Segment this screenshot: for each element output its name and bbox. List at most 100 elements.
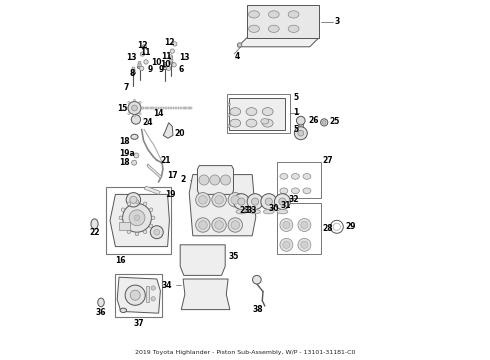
- Polygon shape: [117, 277, 160, 313]
- Circle shape: [138, 63, 141, 67]
- Circle shape: [231, 221, 240, 229]
- Ellipse shape: [269, 11, 279, 18]
- Ellipse shape: [250, 210, 261, 214]
- Text: 31: 31: [281, 201, 292, 210]
- Circle shape: [133, 115, 136, 117]
- Circle shape: [142, 45, 147, 49]
- Circle shape: [261, 194, 277, 210]
- Text: 34: 34: [162, 281, 172, 289]
- Circle shape: [233, 194, 249, 210]
- Circle shape: [154, 229, 160, 235]
- Ellipse shape: [230, 119, 241, 127]
- Circle shape: [125, 285, 145, 305]
- Polygon shape: [197, 166, 233, 194]
- Text: 30: 30: [269, 204, 279, 213]
- Text: 3: 3: [334, 17, 340, 26]
- Circle shape: [140, 52, 145, 56]
- Bar: [163, 107, 164, 109]
- Text: 24: 24: [143, 118, 153, 127]
- Circle shape: [220, 175, 231, 185]
- Circle shape: [132, 105, 137, 111]
- Circle shape: [301, 241, 308, 248]
- Ellipse shape: [263, 210, 274, 214]
- Circle shape: [215, 195, 223, 204]
- Circle shape: [167, 66, 171, 71]
- Circle shape: [141, 107, 144, 109]
- Circle shape: [298, 238, 311, 251]
- Circle shape: [322, 121, 326, 124]
- Text: 12: 12: [137, 40, 147, 49]
- Circle shape: [139, 101, 141, 103]
- Text: 10: 10: [151, 58, 161, 67]
- Circle shape: [134, 153, 139, 158]
- Bar: [147, 107, 149, 109]
- Circle shape: [301, 221, 308, 229]
- Circle shape: [238, 43, 242, 47]
- Ellipse shape: [91, 219, 98, 229]
- Text: 22: 22: [89, 229, 100, 238]
- Polygon shape: [238, 38, 319, 47]
- Ellipse shape: [261, 119, 269, 124]
- Circle shape: [133, 99, 136, 101]
- Circle shape: [228, 218, 243, 232]
- Bar: [229, 98, 285, 130]
- Circle shape: [196, 193, 210, 207]
- Text: 35: 35: [229, 252, 239, 261]
- Ellipse shape: [248, 25, 259, 32]
- Circle shape: [151, 286, 155, 290]
- Text: 20: 20: [174, 129, 185, 138]
- Circle shape: [119, 216, 122, 220]
- Text: 6: 6: [178, 65, 184, 74]
- Ellipse shape: [131, 134, 138, 139]
- Circle shape: [134, 215, 140, 221]
- Ellipse shape: [120, 308, 126, 312]
- Bar: [178, 107, 179, 109]
- Polygon shape: [247, 5, 319, 38]
- Text: 33: 33: [247, 206, 257, 215]
- Bar: [157, 107, 159, 109]
- Circle shape: [227, 114, 230, 117]
- Text: 15: 15: [118, 104, 128, 113]
- Bar: [146, 286, 149, 302]
- Circle shape: [128, 113, 130, 115]
- Circle shape: [227, 125, 230, 127]
- Circle shape: [298, 130, 304, 136]
- Circle shape: [172, 63, 176, 67]
- Circle shape: [252, 275, 261, 284]
- Circle shape: [143, 202, 147, 206]
- Circle shape: [170, 57, 172, 60]
- Circle shape: [280, 219, 293, 231]
- Polygon shape: [144, 186, 160, 194]
- Polygon shape: [181, 279, 230, 310]
- Circle shape: [198, 195, 207, 204]
- Text: 14: 14: [153, 109, 164, 118]
- Ellipse shape: [131, 72, 136, 74]
- Bar: [160, 107, 162, 109]
- Bar: [183, 107, 185, 109]
- Bar: [277, 162, 320, 198]
- Bar: [175, 107, 177, 109]
- Circle shape: [294, 127, 307, 140]
- Text: 2019 Toyota Highlander - Piston Sub-Assembly, W/P - 13101-31181-C0: 2019 Toyota Highlander - Piston Sub-Asse…: [135, 350, 355, 355]
- Text: 5: 5: [294, 125, 299, 134]
- Text: 2: 2: [181, 175, 186, 184]
- Bar: [119, 222, 130, 230]
- Circle shape: [151, 216, 155, 220]
- Bar: [190, 107, 192, 109]
- Circle shape: [132, 67, 135, 70]
- Circle shape: [231, 195, 240, 204]
- Polygon shape: [189, 175, 256, 236]
- Text: 8: 8: [130, 69, 135, 78]
- Ellipse shape: [236, 210, 247, 214]
- Bar: [185, 107, 187, 109]
- Circle shape: [298, 219, 311, 231]
- Text: 9: 9: [148, 65, 153, 74]
- Text: 12: 12: [164, 38, 174, 47]
- Polygon shape: [297, 119, 304, 135]
- Circle shape: [265, 198, 272, 205]
- Text: 28: 28: [322, 224, 333, 233]
- Circle shape: [138, 61, 141, 64]
- Bar: [106, 187, 171, 254]
- Text: 7: 7: [123, 83, 129, 91]
- Circle shape: [151, 297, 155, 301]
